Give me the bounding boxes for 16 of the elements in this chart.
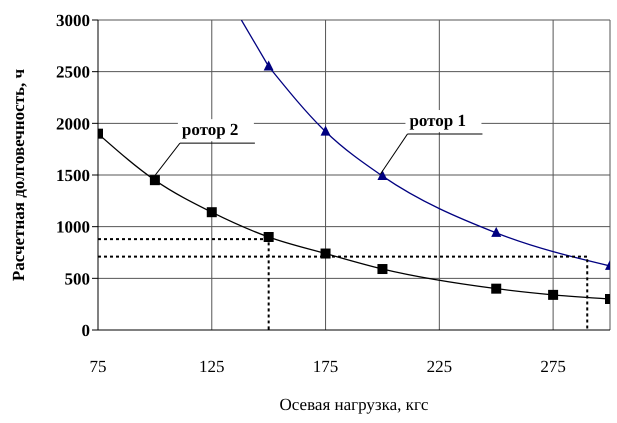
y-tick-label: 1500 (56, 166, 90, 186)
x-tick-label: 225 (426, 357, 452, 376)
x-tick-label: 125 (199, 357, 225, 376)
y-tick-label: 500 (64, 269, 90, 288)
text: ротор 2 (182, 120, 238, 140)
x-tick-label: 275 (540, 357, 566, 376)
y-tick-label: 1000 (56, 218, 90, 237)
y-tick-label: 3000 (56, 11, 90, 30)
y-tick-label: 0 (82, 321, 90, 340)
y-tick-label: 2000 (56, 114, 90, 134)
y-axis-title: Расчетная долговечность, ч (9, 68, 28, 282)
x-tick-label: 175 (312, 357, 338, 376)
x-axis-title: Осевая нагрузка, кгс (280, 395, 429, 414)
y-tick-label: 2500 (56, 62, 90, 82)
x-tick-label: 75 (90, 357, 106, 376)
text: ротор 1 (409, 111, 466, 130)
